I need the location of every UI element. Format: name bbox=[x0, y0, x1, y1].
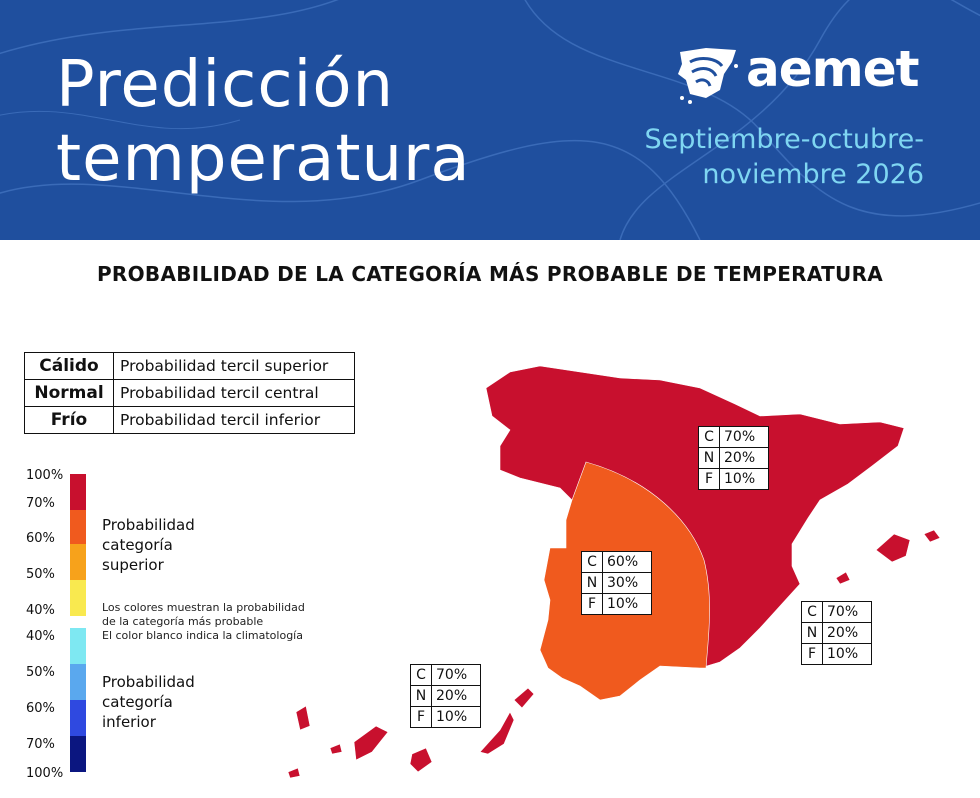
prob-key-f: F bbox=[410, 706, 432, 728]
prob-box-balearic: C 70% N 20% F 10% bbox=[801, 601, 872, 665]
scale-tick: 50% bbox=[26, 567, 55, 582]
legend-category: Normal bbox=[24, 379, 114, 407]
canary-island bbox=[287, 767, 301, 779]
prob-value-c: 70% bbox=[822, 601, 872, 623]
legend-row: Frío Probabilidad tercil inferior bbox=[24, 406, 355, 434]
prob-key-c: C bbox=[698, 426, 720, 448]
scale-tick: 100% bbox=[26, 766, 64, 781]
scale-swatch bbox=[70, 510, 86, 544]
lower-label-line: Probabilidad bbox=[102, 673, 195, 691]
legend-row: Cálido Probabilidad tercil superior bbox=[24, 352, 355, 380]
prob-value-n: 20% bbox=[719, 447, 769, 469]
category-legend-table: Cálido Probabilidad tercil superior Norm… bbox=[24, 352, 355, 434]
scale-tick: 40% bbox=[26, 603, 55, 618]
prob-value-c: 60% bbox=[602, 551, 652, 573]
prob-box-south-west: C 60% N 30% F 10% bbox=[581, 551, 652, 615]
legend-description: Probabilidad tercil inferior bbox=[113, 406, 355, 434]
period-line-1: Septiembre-octubre- bbox=[644, 124, 924, 155]
prob-value-n: 20% bbox=[431, 685, 481, 707]
prob-value-n: 20% bbox=[822, 622, 872, 644]
note-line: Los colores muestran la probabilidad bbox=[102, 601, 305, 614]
scale-tick: 60% bbox=[26, 701, 55, 716]
forecast-period: Septiembre-octubre- noviembre 2026 bbox=[604, 122, 924, 192]
balearic-ibiza bbox=[835, 571, 851, 585]
prob-value-n: 30% bbox=[602, 572, 652, 594]
note-line: El color blanco indica la climatología bbox=[102, 629, 303, 642]
prob-key-n: N bbox=[698, 447, 720, 469]
lower-label-line: inferior bbox=[102, 713, 156, 731]
scale-tick: 60% bbox=[26, 531, 55, 546]
prob-key-n: N bbox=[410, 685, 432, 707]
page-title: Predicción temperatura bbox=[56, 48, 471, 196]
scale-swatch bbox=[70, 580, 86, 616]
title-line-1: Predicción bbox=[56, 48, 395, 122]
note-line: de la categoría más probable bbox=[102, 615, 264, 628]
lower-label-line: categoría bbox=[102, 693, 173, 711]
prob-value-c: 70% bbox=[719, 426, 769, 448]
upper-label-line: superior bbox=[102, 556, 164, 574]
scale-swatch bbox=[70, 628, 86, 664]
title-line-2: temperatura bbox=[56, 122, 471, 196]
canary-island bbox=[479, 711, 515, 755]
upper-label-line: Probabilidad bbox=[102, 516, 195, 534]
map-subtitle: PROBABILIDAD DE LA CATEGORÍA MÁS PROBABL… bbox=[96, 262, 884, 286]
prob-key-c: C bbox=[581, 551, 603, 573]
prob-value-c: 70% bbox=[431, 664, 481, 686]
decorative-waves bbox=[0, 0, 980, 240]
prob-key-c: C bbox=[801, 601, 823, 623]
scale-swatch bbox=[70, 736, 86, 772]
period-line-2: noviembre 2026 bbox=[702, 159, 924, 190]
upper-label-line: categoría bbox=[102, 536, 173, 554]
prob-box-north-east: C 70% N 20% F 10% bbox=[698, 426, 769, 490]
legend-row: Normal Probabilidad tercil central bbox=[24, 379, 355, 407]
legend-category: Frío bbox=[24, 406, 114, 434]
scale-tick: 100% bbox=[26, 468, 64, 483]
legend-description: Probabilidad tercil central bbox=[113, 379, 355, 407]
prob-key-f: F bbox=[698, 468, 720, 490]
prob-key-c: C bbox=[410, 664, 432, 686]
canary-island bbox=[513, 687, 535, 709]
color-scale: 100% 70% 60% 50% 40% 40% 50% 60% 70% 100… bbox=[0, 460, 330, 790]
prob-key-n: N bbox=[581, 572, 603, 594]
scale-tick: 70% bbox=[26, 496, 55, 511]
prob-box-canary: C 70% N 20% F 10% bbox=[410, 664, 481, 728]
header-banner: Predicción temperatura aemet Septiembre-… bbox=[0, 0, 980, 240]
aemet-logo-text: aemet bbox=[746, 40, 920, 98]
scale-tick: 50% bbox=[26, 665, 55, 680]
prob-value-f: 10% bbox=[719, 468, 769, 490]
scale-swatch bbox=[70, 544, 86, 580]
balearic-menorca bbox=[923, 529, 941, 543]
prob-value-f: 10% bbox=[431, 706, 481, 728]
prob-value-f: 10% bbox=[602, 593, 652, 615]
scale-tick: 40% bbox=[26, 629, 55, 644]
scale-swatch bbox=[70, 474, 86, 510]
aemet-logo: aemet bbox=[676, 40, 936, 104]
scale-swatch bbox=[70, 700, 86, 736]
lower-category-label: Probabilidad categoría inferior bbox=[102, 672, 195, 732]
prob-value-f: 10% bbox=[822, 643, 872, 665]
prob-key-n: N bbox=[801, 622, 823, 644]
legend-category: Cálido bbox=[24, 352, 114, 380]
upper-category-label: Probabilidad categoría superior bbox=[102, 515, 195, 575]
canary-island bbox=[329, 743, 343, 755]
scale-tick: 70% bbox=[26, 737, 55, 752]
prob-key-f: F bbox=[581, 593, 603, 615]
canary-island bbox=[295, 705, 311, 731]
aemet-logo-icon bbox=[678, 48, 738, 104]
balearic-mallorca bbox=[875, 533, 911, 563]
canary-island bbox=[409, 747, 433, 773]
legend-description: Probabilidad tercil superior bbox=[113, 352, 355, 380]
prob-key-f: F bbox=[801, 643, 823, 665]
scale-swatch bbox=[70, 664, 86, 700]
canary-island bbox=[353, 725, 389, 761]
scale-note: Los colores muestran la probabilidad de … bbox=[102, 601, 342, 643]
